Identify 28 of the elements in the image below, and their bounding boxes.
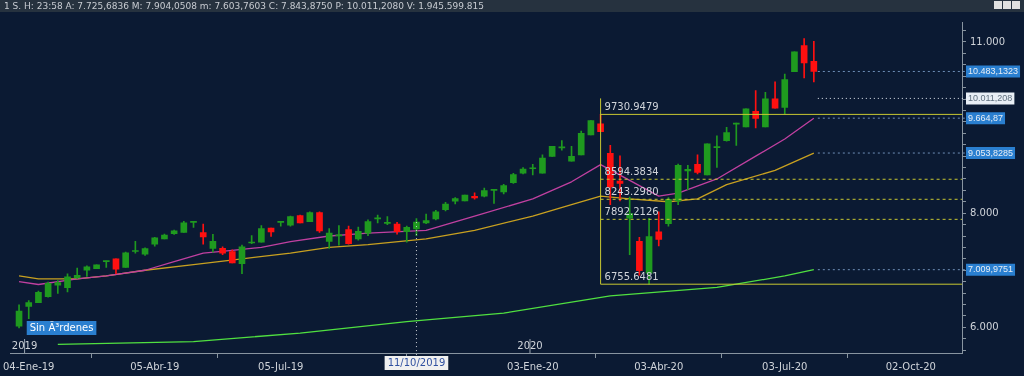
- x-tick-label: 05-Jul-19: [258, 360, 304, 372]
- ref-line-label: 9730.9479: [604, 100, 659, 112]
- candlestick: [199, 223, 207, 245]
- annotation: 9.053,8285: [968, 147, 1014, 158]
- annotation: 9.664,87: [968, 112, 1004, 123]
- candlestick: [490, 189, 498, 204]
- candlestick: [752, 90, 760, 129]
- annotation: Sin Ã³rdenes: [29, 320, 94, 333]
- x-tick-label: 05-Abr-19: [130, 360, 180, 372]
- x-tick-label: 02-Oct-20: [885, 360, 936, 372]
- y-tick-label: 11.000: [970, 35, 1005, 47]
- x-tick-label: 03-Ene-20: [507, 360, 559, 372]
- x-tick-label: 04-Ene-19: [3, 360, 55, 372]
- y-tick-label: 8.000: [970, 206, 999, 218]
- x2-tick-label: 2020: [517, 339, 543, 351]
- candlestick: [25, 300, 33, 320]
- annotation: 11/10/2019: [387, 356, 446, 368]
- annotation: 10.483,1323: [968, 65, 1019, 76]
- chart-title: 1 S. H: 23:58 A: 7.725,6836 M: 7.904,0508 m: 7.603,7603 C: 7.843,8750 P: 10.011,2080 V: 1.945.599.815: [4, 1, 485, 11]
- annotation: 7.009,9751: [968, 264, 1014, 275]
- ref-line-label: 10.011,208: [968, 92, 1013, 103]
- candlestick: [54, 280, 62, 294]
- candlestick: [713, 135, 721, 168]
- x-tick-label: 03-Abr-20: [634, 360, 684, 372]
- candlestick: [102, 260, 110, 268]
- candlestick: [529, 164, 537, 176]
- y-tick-label: 6.000: [970, 320, 999, 332]
- x-tick-label: 03-Jul-20: [762, 360, 808, 372]
